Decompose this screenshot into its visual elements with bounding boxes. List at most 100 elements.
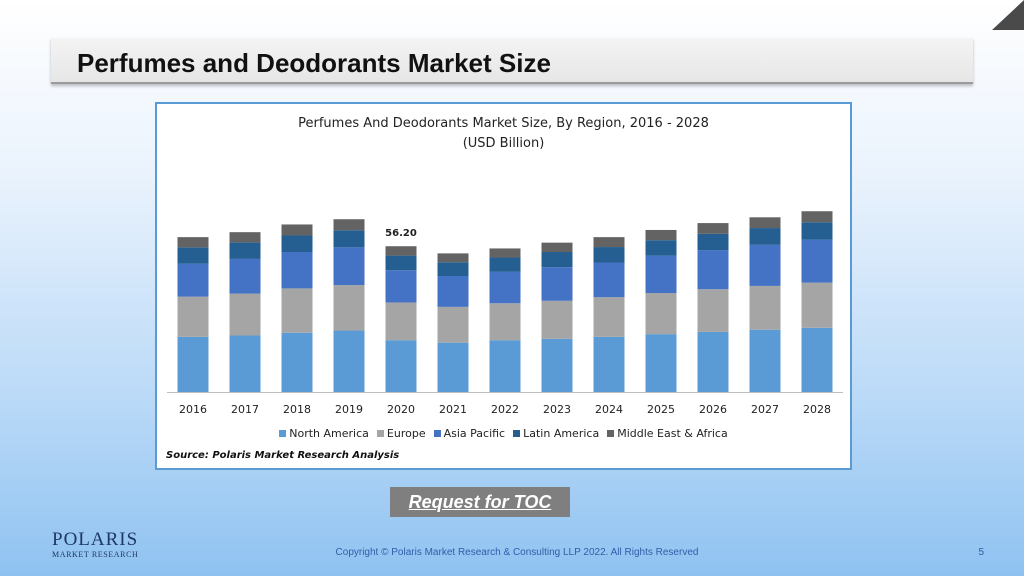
legend-item-north-america: North America (279, 427, 369, 440)
bar-2027-middle-east-africa (749, 217, 781, 229)
bar-2028-latin-america (801, 222, 833, 240)
bar-2022-north-america (489, 340, 521, 392)
stacked-bar-chart: 2016 2017 2018 2019 2020 56.20 2021 2022 2023 202… (167, 211, 843, 416)
bar-2025-asia-pacific (645, 255, 677, 294)
bar-2022-latin-america (489, 257, 521, 272)
legend-swatch (279, 430, 287, 437)
bar-2028-europe (801, 282, 833, 328)
bar-2019-asia-pacific (333, 247, 365, 286)
bar-2028-middle-east-africa (801, 211, 833, 223)
bar-2017-north-america (229, 335, 261, 392)
bar-2024-asia-pacific (593, 262, 625, 298)
legend-label: Middle East & Africa (617, 427, 728, 440)
bar-2025-north-america (645, 334, 677, 392)
bar-2023-asia-pacific (541, 267, 573, 301)
bar-2026-europe (697, 289, 729, 332)
bar-2027-north-america (749, 329, 781, 392)
bar-2022-middle-east-africa (489, 248, 521, 258)
bar-2021-latin-america (437, 262, 469, 276)
corner-decoration (992, 0, 1024, 30)
legend-label: Latin America (523, 427, 600, 440)
bar-2024-middle-east-africa (593, 237, 625, 248)
legend-item-europe: Europe (376, 427, 426, 440)
legend-swatch (376, 430, 384, 437)
bar-2019-middle-east-africa (333, 219, 365, 231)
bar-2027-asia-pacific (749, 244, 781, 286)
slide-number: 5 (978, 547, 984, 558)
x-tick-label-2018: 2018 (283, 403, 311, 416)
bar-2024-north-america (593, 336, 625, 392)
title-bar: Perfumes and Deodorants Market Size (51, 38, 973, 84)
copyright-text: Copyright © Polaris Market Research & Co… (335, 547, 699, 558)
legend-item-latin-america: Latin America (513, 427, 599, 440)
data-label-2020: 56.20 (385, 228, 417, 239)
bar-2020-middle-east-africa (385, 246, 417, 256)
x-tick-label-2027: 2027 (751, 403, 779, 416)
bar-2019-europe (333, 285, 365, 331)
chart-frame: Perfumes And Deodorants Market Size, By … (155, 102, 852, 470)
chart-title: Perfumes And Deodorants Market Size, By … (298, 116, 709, 131)
bar-2022-europe (489, 303, 521, 341)
bar-2020-europe (385, 302, 417, 341)
bar-2024-latin-america (593, 247, 625, 263)
chart-legend: North America Europe Asia Pacific Latin Ame… (157, 427, 850, 440)
legend-item-asia-pacific: Asia Pacific (433, 427, 506, 440)
bar-2016-europe (177, 296, 209, 337)
bar-2018-asia-pacific (281, 252, 313, 289)
x-tick-label-2021: 2021 (439, 403, 467, 416)
bar-2025-middle-east-africa (645, 229, 677, 241)
x-tick-label-2028: 2028 (803, 403, 831, 416)
bar-2016-north-america (177, 336, 209, 392)
chart-source: Source: Polaris Market Research Analysis (166, 450, 400, 461)
legend-item-middle-east-africa: Middle East & Africa (607, 427, 728, 440)
bar-2022-asia-pacific (489, 271, 521, 304)
bar-2027-latin-america (749, 228, 781, 245)
x-tick-label-2025: 2025 (647, 403, 675, 416)
bar-2018-middle-east-africa (281, 224, 313, 236)
bar-2016-asia-pacific (177, 263, 209, 297)
bar-2025-europe (645, 293, 677, 335)
bar-2023-latin-america (541, 252, 573, 268)
bar-2021-asia-pacific (437, 275, 469, 307)
bar-2018-north-america (281, 332, 313, 392)
legend-label: Europe (386, 427, 426, 440)
x-tick-label-2019: 2019 (335, 403, 363, 416)
bar-2026-middle-east-africa (697, 223, 729, 234)
bar-2025-latin-america (645, 240, 677, 256)
legend-swatch (433, 430, 441, 437)
bar-2021-middle-east-africa (437, 253, 469, 263)
request-toc-button[interactable]: Request for TOC (390, 487, 570, 517)
polaris-logo: POLARIS MARKET RESEARCH (52, 530, 139, 560)
bar-2016-middle-east-africa (177, 237, 209, 248)
x-tick-label-2020: 2020 (387, 403, 415, 416)
logo-sub-text: MARKET RESEARCH (52, 550, 139, 559)
bar-2017-asia-pacific (229, 258, 261, 294)
bar-2023-north-america (541, 338, 573, 392)
bar-2027-europe (749, 285, 781, 330)
legend-label: North America (289, 427, 369, 440)
bar-2020-latin-america (385, 255, 417, 271)
bar-2024-europe (593, 297, 625, 337)
legend-label: Asia Pacific (443, 427, 506, 440)
page-title: Perfumes and Deodorants Market Size (77, 48, 551, 78)
x-tick-label-2016: 2016 (179, 403, 207, 416)
bar-2017-latin-america (229, 242, 261, 259)
bar-2026-asia-pacific (697, 250, 729, 290)
bar-2028-north-america (801, 327, 833, 392)
x-tick-label-2026: 2026 (699, 403, 727, 416)
chart-subtitle: (USD Billion) (462, 136, 545, 151)
legend-swatch (607, 430, 615, 437)
legend-swatch (513, 430, 521, 437)
bar-2021-europe (437, 306, 469, 343)
bar-2017-middle-east-africa (229, 232, 261, 243)
x-tick-label-2023: 2023 (543, 403, 571, 416)
bar-2019-north-america (333, 330, 365, 392)
bar-2026-latin-america (697, 233, 729, 251)
bar-2019-latin-america (333, 230, 365, 248)
bar-2023-europe (541, 300, 573, 339)
x-tick-label-2017: 2017 (231, 403, 259, 416)
bar-2020-asia-pacific (385, 270, 417, 303)
bar-2020-north-america (385, 340, 417, 392)
bar-2018-europe (281, 288, 313, 333)
bar-2023-middle-east-africa (541, 242, 573, 253)
